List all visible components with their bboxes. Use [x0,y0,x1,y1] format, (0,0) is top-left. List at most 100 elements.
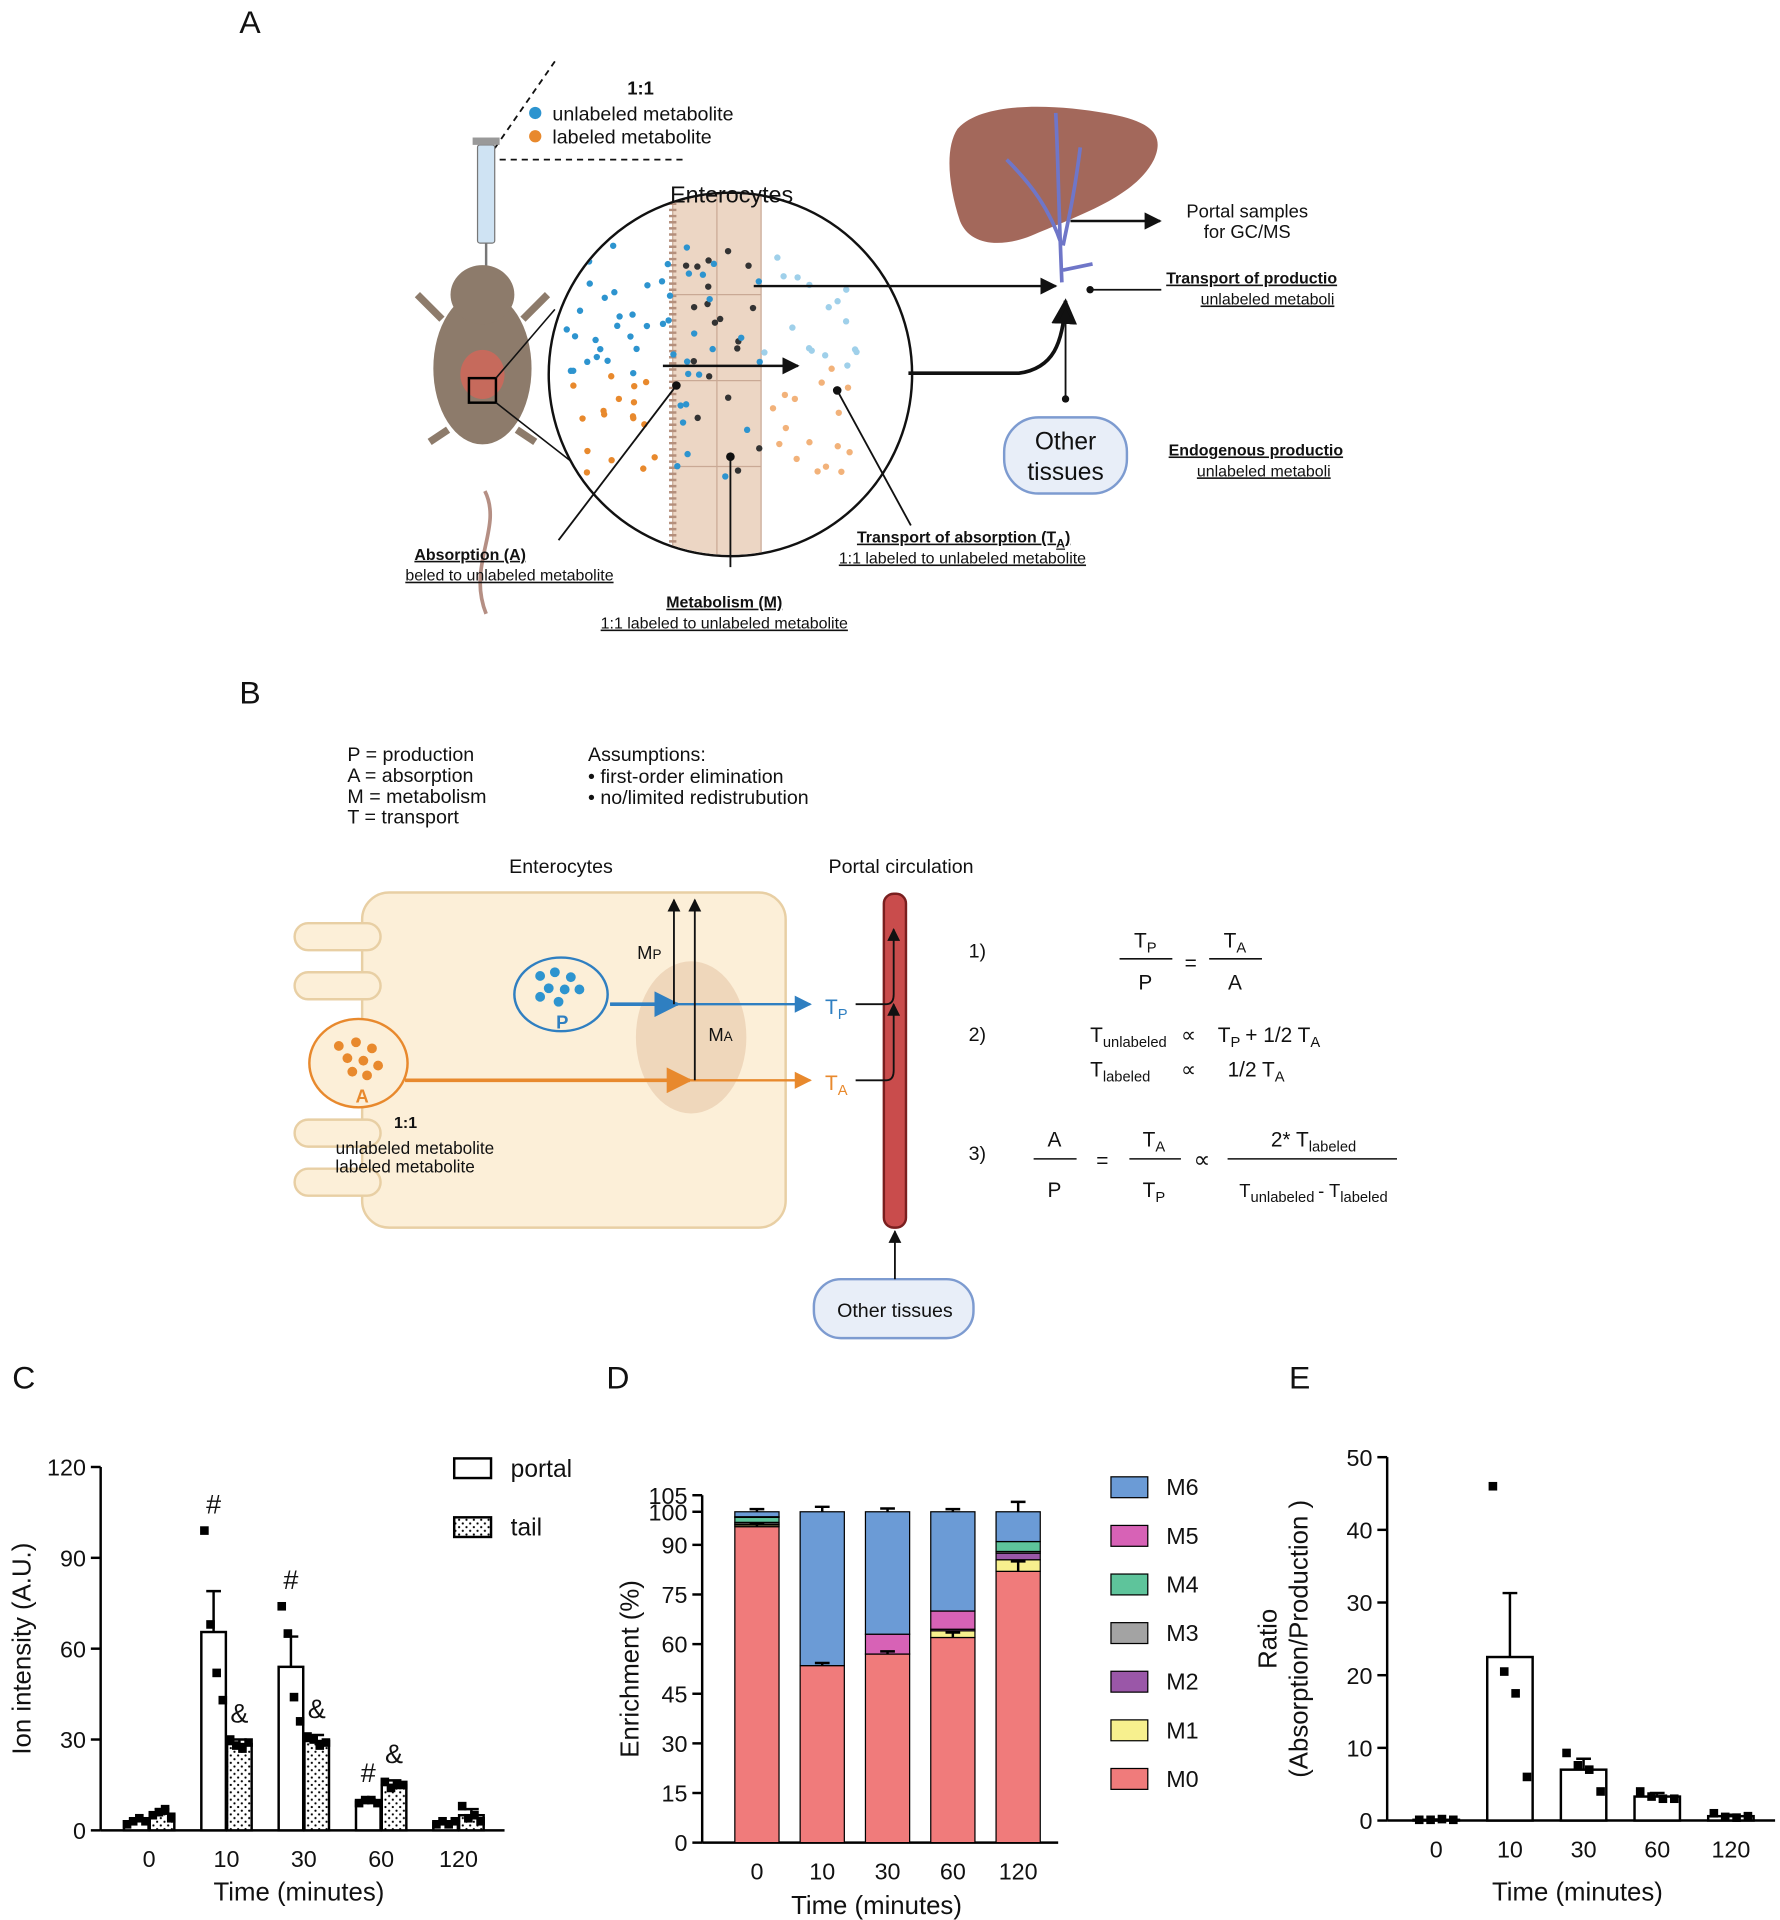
molecule-dot [615,395,623,403]
data-point [432,1820,441,1829]
molecule-dot [679,419,687,426]
molecule-dot [745,262,752,269]
data-point [1743,1811,1753,1821]
shape [478,490,493,615]
molecule-dot [630,369,637,377]
x-tick-label: 60 [940,1858,966,1884]
data-point [206,1620,215,1629]
error-bar [1502,1591,1518,1658]
shape [1002,416,1129,495]
error-bar [880,1650,895,1655]
data-point [1658,1794,1668,1804]
data-point [1414,1815,1424,1825]
legend-swatch [1110,1573,1149,1596]
molecule-dot [665,317,672,324]
shape [414,292,445,322]
error-bar [749,1522,765,1527]
bar-segment [799,1511,845,1667]
annotation-text: beled to unlabeled metabolite [405,568,613,585]
molecule-dot [627,333,634,340]
molecule-dot [822,463,830,470]
data-point [160,1804,170,1814]
shape [908,298,1078,376]
molecule-dot [844,362,851,369]
data-point [238,1744,247,1753]
shape [553,996,564,1007]
molecule-dot [709,345,716,353]
molecule-dot [843,286,850,293]
molecule-dot [631,382,638,390]
x-tick-label: 0 [750,1858,763,1884]
bar [303,1739,331,1832]
molecule-dot [706,295,713,303]
annotation-title: Endogenous productio [1169,442,1344,459]
molecule-dot [563,326,570,333]
shape [535,991,546,1002]
bar-segment [930,1511,976,1612]
x-tick-label: 120 [1711,1836,1750,1862]
molecule-dot [576,307,584,314]
shape [476,144,496,244]
legend-label: labeled metabolite [335,1156,474,1176]
definition: T = transport [347,807,459,829]
panel-a [414,60,1162,615]
annotation-title: Absorption (A) [414,547,526,564]
shape [333,1037,384,1081]
data-point [289,1692,299,1702]
data-point [1426,1815,1435,1825]
molecule-dot [842,318,850,325]
data-point [1511,1689,1520,1698]
molecule-dot [853,348,860,356]
ta-label: TA [825,1072,848,1099]
y-tick-label: 15 [662,1781,688,1807]
molecule-dot [789,324,796,331]
shape [427,426,451,446]
y-tick-label: 75 [662,1582,688,1608]
data-point [309,1735,318,1744]
legend-label: portal [511,1456,572,1483]
molecule-dot [835,409,842,416]
data-point [218,1695,228,1705]
shape [450,265,515,325]
y-tick-label: 20 [1347,1663,1373,1689]
molecule-dot [793,455,800,463]
legend-label: M3 [1166,1620,1198,1646]
data-point [1596,1787,1605,1796]
bar [200,1630,228,1832]
bar-segment [734,1511,780,1518]
bar-segment [995,1511,1041,1543]
molecule-dot [838,468,845,475]
molecule-dot [651,454,658,461]
molecule-dot [743,426,751,434]
molecule-dot [782,424,790,432]
equation: Tlabeled ∝ 1/2 TA [1090,1059,1285,1086]
annotation-title: Transport of productio [1166,271,1337,288]
data-point [1573,1761,1583,1770]
molecule-dot [608,456,615,464]
bar-segment [734,1516,780,1523]
molecule-dot [705,257,712,264]
molecule-dot [570,382,577,389]
shape [333,1041,344,1051]
legend-label: unlabeled metabolite [552,103,733,125]
molecule-dot [600,407,607,415]
molecule-dot [794,274,801,281]
data-point [1437,1814,1447,1824]
legend-label: M1 [1166,1717,1198,1743]
data-point [1562,1748,1571,1758]
shape [543,983,554,994]
y-tick-label: 120 [47,1455,86,1481]
data-point [1647,1792,1656,1801]
y-tick-label: 30 [60,1727,86,1753]
molecule-dot [593,353,601,361]
legend-swatch [1110,1622,1149,1645]
data-point [360,1795,370,1805]
annotation-text: 1:1 labeled to unlabeled metabolite [839,550,1086,567]
data-point [277,1601,287,1611]
data-point [1732,1813,1741,1822]
equation: Tunlabeled - Tlabeled [1239,1180,1387,1206]
y-tick-label: 0 [674,1830,687,1856]
molecule-dot [710,260,718,268]
molecule-dot [776,440,783,448]
shape [520,292,551,322]
